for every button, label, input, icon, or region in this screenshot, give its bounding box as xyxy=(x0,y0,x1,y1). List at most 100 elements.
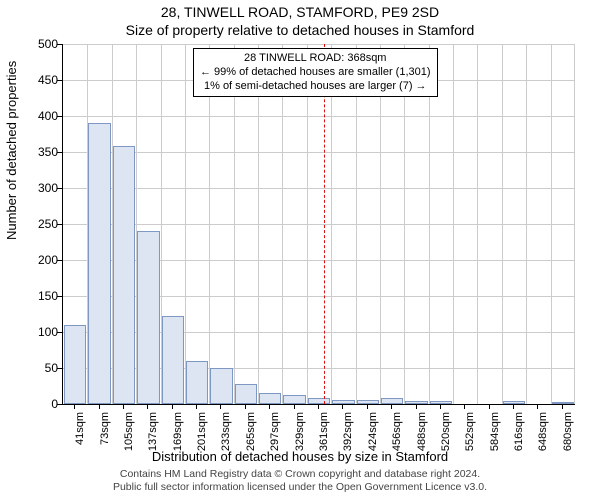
x-tick-mark xyxy=(513,404,514,409)
x-tick-label: 424sqm xyxy=(367,412,379,452)
x-tick-mark xyxy=(74,404,75,409)
x-tick-label: 297sqm xyxy=(269,412,281,452)
gridline-v xyxy=(209,44,210,404)
x-tick-label: 41sqm xyxy=(74,412,86,452)
x-tick-mark xyxy=(123,404,124,409)
x-tick-mark xyxy=(269,404,270,409)
y-tick-label: 350 xyxy=(22,145,58,159)
x-tick-label: 488sqm xyxy=(416,412,428,452)
plot-area: 28 TINWELL ROAD: 368sqm ← 99% of detache… xyxy=(62,44,575,405)
chart-container: 28, TINWELL ROAD, STAMFORD, PE9 2SD Size… xyxy=(0,0,600,500)
x-tick-label: 137sqm xyxy=(147,412,159,452)
histogram-bar xyxy=(235,384,257,404)
x-tick-mark xyxy=(562,404,563,409)
reference-line xyxy=(324,44,325,404)
histogram-bar xyxy=(113,146,135,404)
y-tick-mark xyxy=(57,80,62,81)
x-tick-mark xyxy=(416,404,417,409)
gridline-v xyxy=(234,44,235,404)
histogram-bar xyxy=(64,325,86,404)
x-tick-mark xyxy=(147,404,148,409)
x-tick-label: 233sqm xyxy=(220,412,232,452)
histogram-bar xyxy=(210,368,232,404)
y-tick-label: 400 xyxy=(22,109,58,123)
license-line2: Public full sector information licensed … xyxy=(5,481,595,494)
x-tick-mark xyxy=(489,404,490,409)
gridline-v xyxy=(185,44,186,404)
y-tick-label: 250 xyxy=(22,217,58,231)
x-tick-label: 169sqm xyxy=(172,412,184,452)
x-tick-label: 616sqm xyxy=(513,412,525,452)
x-tick-mark xyxy=(440,404,441,409)
x-tick-label: 201sqm xyxy=(196,412,208,452)
chart-title-line1: 28, TINWELL ROAD, STAMFORD, PE9 2SD xyxy=(0,4,600,20)
histogram-bar xyxy=(259,393,281,404)
x-tick-mark xyxy=(196,404,197,409)
gridline-h xyxy=(63,44,575,45)
y-tick-mark xyxy=(57,404,62,405)
x-tick-label: 392sqm xyxy=(342,412,354,452)
x-tick-mark xyxy=(172,404,173,409)
gridline-h xyxy=(63,224,575,225)
gridline-v xyxy=(356,44,357,404)
x-tick-label: 552sqm xyxy=(464,412,476,452)
x-tick-mark xyxy=(318,404,319,409)
x-tick-label: 648sqm xyxy=(537,412,549,452)
gridline-h xyxy=(63,152,575,153)
x-tick-mark xyxy=(391,404,392,409)
y-tick-mark xyxy=(57,296,62,297)
x-tick-label: 680sqm xyxy=(562,412,574,452)
x-tick-mark xyxy=(220,404,221,409)
license-text: Contains HM Land Registry data © Crown c… xyxy=(5,468,595,494)
histogram-bar xyxy=(357,400,379,404)
histogram-bar xyxy=(137,231,159,404)
gridline-v xyxy=(282,44,283,404)
x-tick-mark xyxy=(99,404,100,409)
y-tick-label: 300 xyxy=(22,181,58,195)
histogram-bar xyxy=(332,400,354,404)
y-tick-label: 100 xyxy=(22,325,58,339)
gridline-v xyxy=(404,44,405,404)
y-axis-label: Number of detached properties xyxy=(4,61,19,240)
x-tick-mark xyxy=(245,404,246,409)
x-tick-label: 265sqm xyxy=(245,412,257,452)
x-tick-label: 105sqm xyxy=(123,412,135,452)
gridline-v xyxy=(453,44,454,404)
x-tick-label: 329sqm xyxy=(294,412,306,452)
annotation-box: 28 TINWELL ROAD: 368sqm ← 99% of detache… xyxy=(193,48,438,97)
annotation-line2: ← 99% of detached houses are smaller (1,… xyxy=(200,66,431,80)
y-tick-mark xyxy=(57,44,62,45)
y-tick-mark xyxy=(57,368,62,369)
x-tick-label: 73sqm xyxy=(99,412,111,452)
gridline-v xyxy=(258,44,259,404)
histogram-bar xyxy=(405,401,427,404)
y-tick-mark xyxy=(57,152,62,153)
x-tick-mark xyxy=(537,404,538,409)
histogram-bar xyxy=(552,402,574,404)
gridline-v xyxy=(502,44,503,404)
y-tick-label: 450 xyxy=(22,73,58,87)
x-tick-label: 584sqm xyxy=(489,412,501,452)
x-tick-label: 520sqm xyxy=(440,412,452,452)
y-tick-mark xyxy=(57,332,62,333)
license-line1: Contains HM Land Registry data © Crown c… xyxy=(5,468,595,481)
gridline-v xyxy=(380,44,381,404)
histogram-bar xyxy=(283,395,305,404)
x-tick-label: 361sqm xyxy=(318,412,330,452)
x-tick-mark xyxy=(464,404,465,409)
y-tick-mark xyxy=(57,260,62,261)
y-tick-mark xyxy=(57,224,62,225)
annotation-line3: 1% of semi-detached houses are larger (7… xyxy=(200,80,431,94)
histogram-bar xyxy=(430,401,452,404)
chart-title-line2: Size of property relative to detached ho… xyxy=(0,22,600,38)
y-tick-label: 50 xyxy=(22,361,58,375)
histogram-bar xyxy=(88,123,110,404)
y-tick-mark xyxy=(57,116,62,117)
gridline-v xyxy=(526,44,527,404)
histogram-bar xyxy=(162,316,184,404)
annotation-line1: 28 TINWELL ROAD: 368sqm xyxy=(200,52,431,66)
gridline-v xyxy=(429,44,430,404)
x-tick-label: 456sqm xyxy=(391,412,403,452)
gridline-v xyxy=(477,44,478,404)
gridline-v xyxy=(331,44,332,404)
